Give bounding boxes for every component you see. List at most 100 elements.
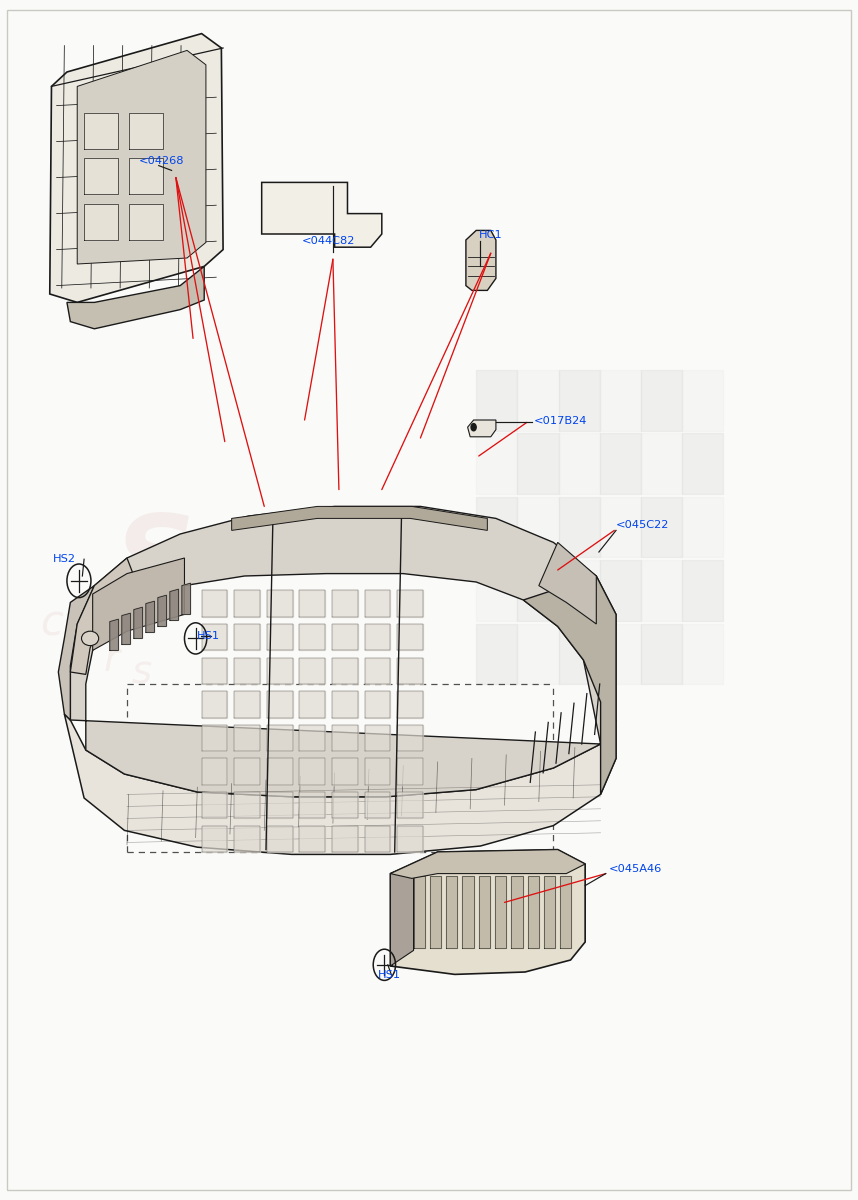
Polygon shape	[682, 560, 723, 620]
Ellipse shape	[82, 631, 99, 646]
Polygon shape	[517, 624, 559, 684]
Polygon shape	[641, 560, 682, 620]
Polygon shape	[202, 590, 227, 617]
Polygon shape	[365, 624, 390, 650]
Polygon shape	[84, 204, 118, 240]
Polygon shape	[641, 624, 682, 684]
Text: a: a	[65, 629, 89, 667]
Polygon shape	[202, 725, 227, 751]
Polygon shape	[234, 758, 260, 785]
Polygon shape	[528, 876, 539, 948]
Polygon shape	[430, 876, 441, 948]
Polygon shape	[267, 725, 293, 751]
Polygon shape	[397, 624, 423, 650]
Polygon shape	[50, 34, 223, 302]
Polygon shape	[267, 792, 293, 818]
Polygon shape	[476, 497, 517, 557]
Polygon shape	[129, 158, 163, 194]
Polygon shape	[390, 864, 414, 966]
Text: <045A46: <045A46	[609, 864, 662, 874]
Polygon shape	[600, 433, 641, 494]
Polygon shape	[682, 497, 723, 557]
Polygon shape	[234, 826, 260, 852]
Polygon shape	[234, 624, 260, 650]
Polygon shape	[682, 624, 723, 684]
Polygon shape	[365, 691, 390, 718]
Polygon shape	[365, 658, 390, 684]
Polygon shape	[299, 826, 325, 852]
Text: <017B24: <017B24	[534, 416, 587, 426]
Polygon shape	[234, 691, 260, 718]
Polygon shape	[202, 624, 227, 650]
Polygon shape	[122, 613, 130, 644]
Polygon shape	[332, 758, 358, 785]
Polygon shape	[397, 792, 423, 818]
Polygon shape	[559, 624, 600, 684]
Polygon shape	[299, 691, 325, 718]
Polygon shape	[232, 506, 487, 530]
Polygon shape	[600, 497, 641, 557]
Polygon shape	[158, 595, 166, 626]
Polygon shape	[84, 113, 118, 149]
Polygon shape	[134, 607, 142, 638]
Polygon shape	[202, 792, 227, 818]
Polygon shape	[64, 714, 616, 854]
Polygon shape	[476, 433, 517, 494]
Polygon shape	[267, 758, 293, 785]
Polygon shape	[202, 691, 227, 718]
Circle shape	[471, 424, 476, 431]
Polygon shape	[267, 826, 293, 852]
Polygon shape	[523, 576, 616, 794]
Polygon shape	[517, 370, 559, 431]
Polygon shape	[517, 497, 559, 557]
Text: <04268: <04268	[139, 156, 184, 166]
Polygon shape	[517, 560, 559, 620]
Polygon shape	[299, 792, 325, 818]
Polygon shape	[332, 590, 358, 617]
Text: c: c	[40, 602, 63, 646]
Polygon shape	[365, 758, 390, 785]
Polygon shape	[365, 826, 390, 852]
Polygon shape	[390, 850, 585, 878]
Polygon shape	[397, 758, 423, 785]
Polygon shape	[559, 433, 600, 494]
Polygon shape	[234, 590, 260, 617]
Polygon shape	[560, 876, 571, 948]
Polygon shape	[70, 506, 616, 797]
Polygon shape	[70, 558, 133, 674]
Polygon shape	[641, 497, 682, 557]
Polygon shape	[299, 624, 325, 650]
Polygon shape	[397, 691, 423, 718]
Polygon shape	[129, 204, 163, 240]
Polygon shape	[332, 691, 358, 718]
Polygon shape	[466, 230, 496, 290]
Polygon shape	[397, 725, 423, 751]
Text: <045C22: <045C22	[616, 521, 669, 530]
Polygon shape	[539, 542, 596, 624]
Polygon shape	[77, 50, 206, 264]
Polygon shape	[365, 725, 390, 751]
Text: HC1: HC1	[479, 230, 503, 240]
Polygon shape	[332, 624, 358, 650]
Polygon shape	[462, 876, 474, 948]
Polygon shape	[559, 560, 600, 620]
Polygon shape	[93, 558, 184, 650]
Polygon shape	[299, 658, 325, 684]
Polygon shape	[332, 826, 358, 852]
Polygon shape	[299, 590, 325, 617]
Polygon shape	[84, 158, 118, 194]
Polygon shape	[202, 826, 227, 852]
Polygon shape	[517, 433, 559, 494]
Polygon shape	[414, 876, 425, 948]
Text: HS2: HS2	[53, 554, 76, 564]
Polygon shape	[234, 792, 260, 818]
Polygon shape	[397, 826, 423, 852]
Text: s: s	[131, 653, 152, 691]
Polygon shape	[262, 182, 382, 247]
Polygon shape	[600, 624, 641, 684]
Polygon shape	[332, 658, 358, 684]
Polygon shape	[332, 792, 358, 818]
Polygon shape	[479, 876, 490, 948]
Polygon shape	[682, 370, 723, 431]
Polygon shape	[559, 497, 600, 557]
